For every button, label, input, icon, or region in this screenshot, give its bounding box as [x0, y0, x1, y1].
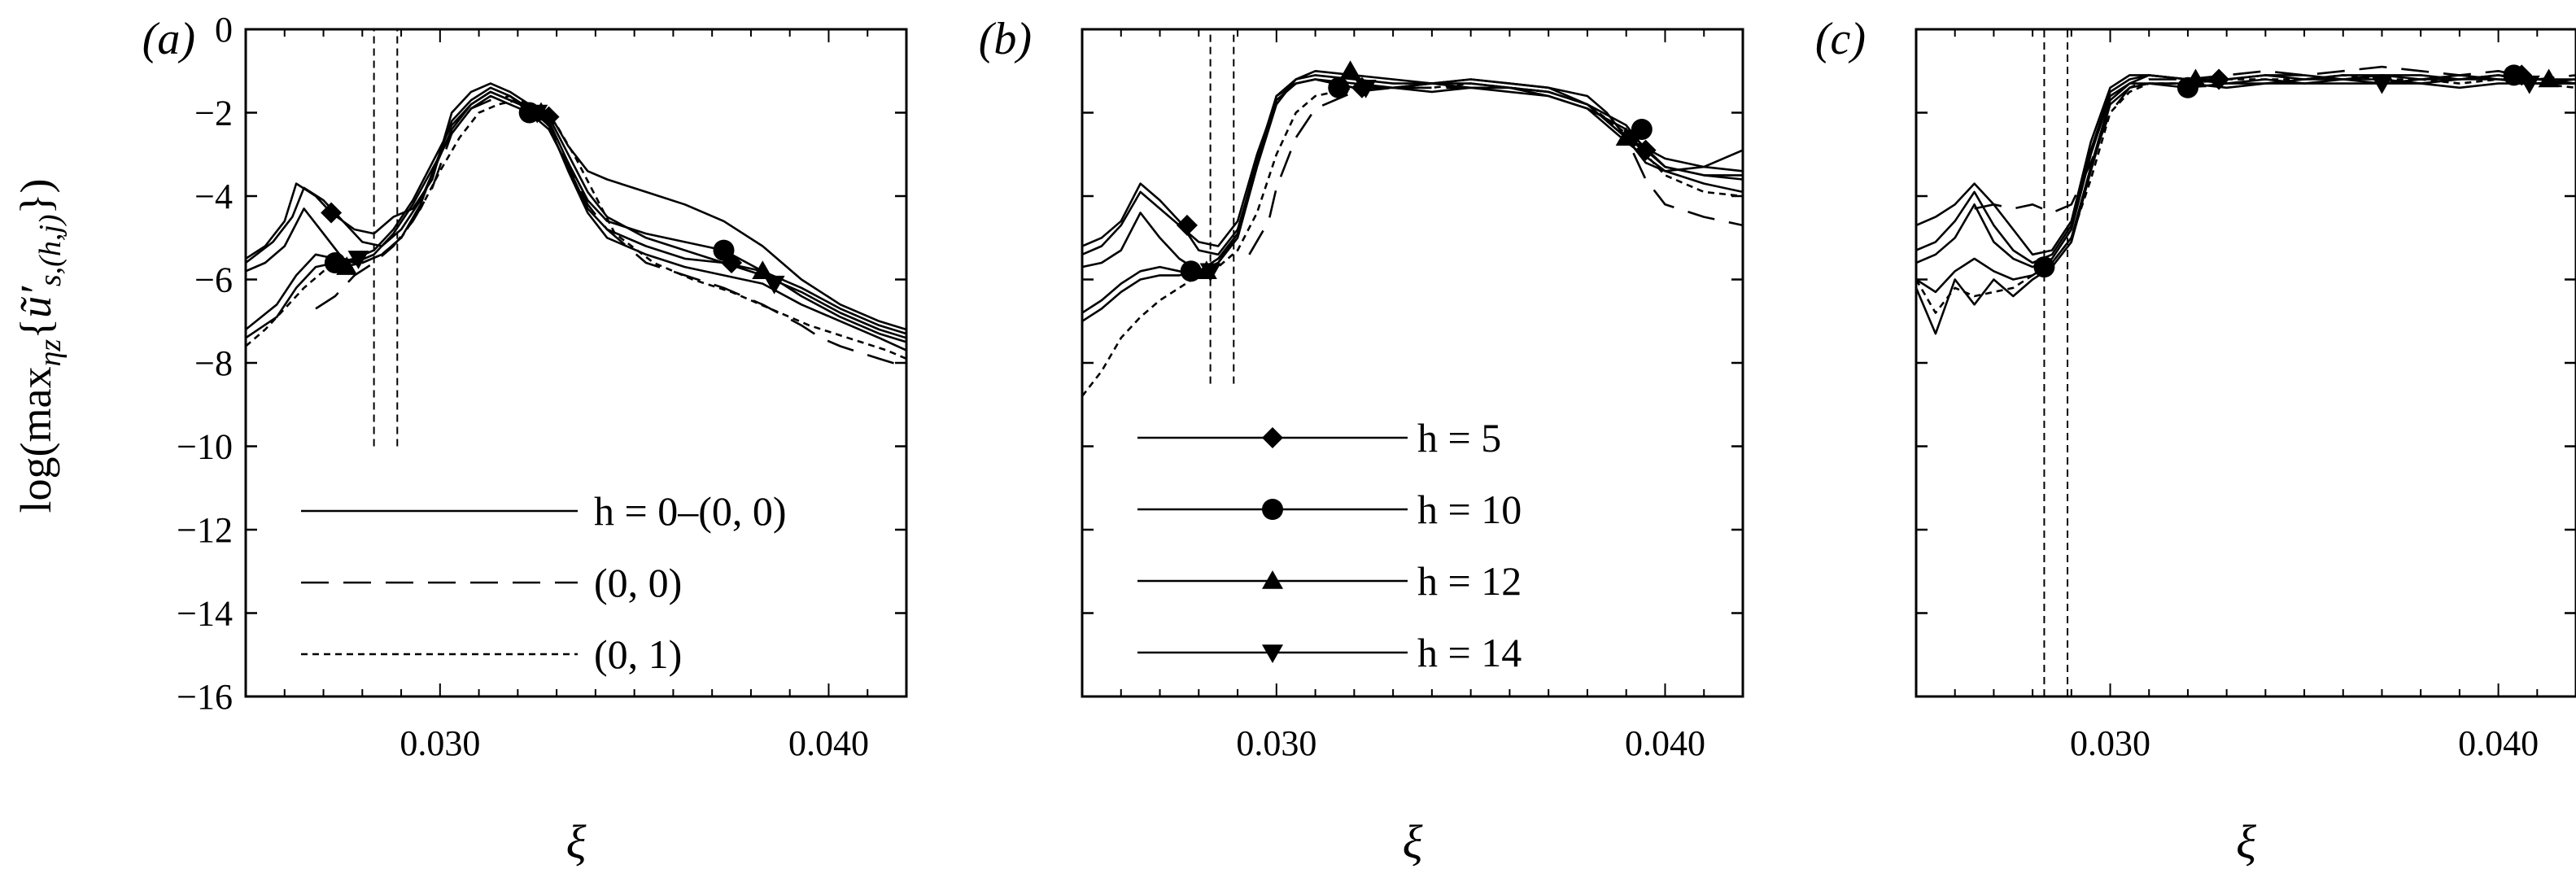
series-line: [246, 90, 906, 339]
series-group: [246, 82, 906, 369]
x-tick-label: 0.030: [2070, 723, 2150, 763]
series-marker: [321, 202, 343, 224]
legend-label: h = 12: [1417, 558, 1522, 604]
series-marker: [526, 104, 548, 124]
panel-label: (a): [142, 14, 195, 64]
y-tick-label: −14: [177, 594, 233, 634]
series-line: [1916, 74, 2576, 264]
x-tick-label: 0.030: [399, 723, 480, 763]
panel-1: (b) 0.030 0.040 ξ h = 5 h = 10 h = 12 h = 14: [979, 14, 1744, 868]
y-tick-label: 0: [215, 10, 233, 50]
panel-label: (b): [979, 14, 1032, 64]
legend-label: (0, 1): [594, 631, 682, 677]
ylabel-close: }): [11, 179, 60, 215]
x-tick-label: 0.040: [2458, 723, 2539, 763]
y-tick-label: −4: [194, 177, 233, 216]
series-group: [1082, 60, 1743, 397]
y-axis-label: log(maxηz{ũ′s,(h,j)}): [11, 179, 68, 513]
series-marker: [2518, 75, 2540, 94]
panel-0: (a) 0 −2 −4 −6 −8 −10 −12 −14 −16 0.030 0.040 ξ h = 0…: [142, 10, 908, 868]
x-tick-label: 0.030: [1236, 723, 1316, 763]
legend-label: h = 0–(0, 0): [594, 488, 787, 534]
ylabel-var: ũ′: [11, 286, 60, 318]
plot-frame: [1081, 28, 1744, 698]
y-tick-label: −6: [194, 260, 233, 300]
series-line: [246, 86, 906, 335]
legend-marker: [1262, 570, 1283, 589]
series-marker: [752, 260, 774, 279]
series-line: [1974, 65, 2576, 214]
x-axis-label: ξ: [1403, 815, 1423, 868]
series-marker: [1339, 60, 1361, 79]
x-axis-label: ξ: [2236, 815, 2256, 868]
panel-2: (c) 0.030 0.040 ξ: [1815, 14, 2576, 868]
legend-label: h = 5: [1417, 415, 1501, 461]
series-marker: [1199, 263, 1221, 282]
series-marker: [1623, 129, 1645, 149]
series-line: [1916, 74, 2576, 256]
series-line: [1916, 74, 2576, 294]
ylabel-main: log(max: [11, 366, 60, 513]
series-marker: [1328, 76, 1350, 98]
ylabel-brace: {: [11, 318, 60, 339]
plot-frame: [1915, 28, 2576, 698]
series-line: [246, 94, 906, 343]
series-line: [246, 82, 906, 331]
panel-label: (c): [1815, 14, 1866, 64]
series-line: [1082, 70, 1743, 314]
series-group: [1916, 64, 2576, 335]
x-axis-label: ξ: [566, 815, 587, 868]
series-line: [1082, 78, 1743, 322]
legend-label: h = 14: [1417, 630, 1522, 675]
ylabel-var-sub: s,(h,j): [33, 214, 68, 286]
x-tick-label: 0.040: [788, 723, 869, 763]
series-line: [246, 90, 906, 351]
series-marker: [763, 275, 785, 295]
series-line: [246, 98, 906, 360]
series-line: [1916, 74, 2576, 269]
y-tick-label: −12: [177, 510, 233, 550]
legend-marker: [1262, 499, 1283, 520]
legend-label: h = 10: [1417, 487, 1522, 532]
series-marker: [336, 256, 358, 275]
legend-marker: [1262, 644, 1283, 663]
series-marker: [713, 239, 735, 261]
ylabel-sub: ηz: [33, 339, 68, 367]
series-line: [1916, 74, 2576, 314]
series-marker: [1180, 260, 1202, 282]
legend-marker: [1262, 427, 1283, 448]
y-tick-label: −8: [194, 343, 233, 383]
x-tick-label: 0.040: [1625, 723, 1705, 763]
y-tick-label: −16: [177, 677, 233, 717]
legend-label: (0, 0): [594, 560, 682, 605]
y-tick-label: −10: [177, 427, 233, 467]
series-marker: [347, 251, 369, 269]
y-axis-label-text: log(maxηz{ũ′s,(h,j)}): [11, 179, 68, 513]
series-marker: [1355, 80, 1377, 98]
series-line: [1916, 82, 2576, 335]
series-marker: [1176, 214, 1198, 236]
y-tick-label: −2: [194, 94, 233, 133]
series-marker: [2371, 75, 2393, 94]
series-marker: [2185, 68, 2207, 88]
plot-frame: [244, 28, 908, 698]
